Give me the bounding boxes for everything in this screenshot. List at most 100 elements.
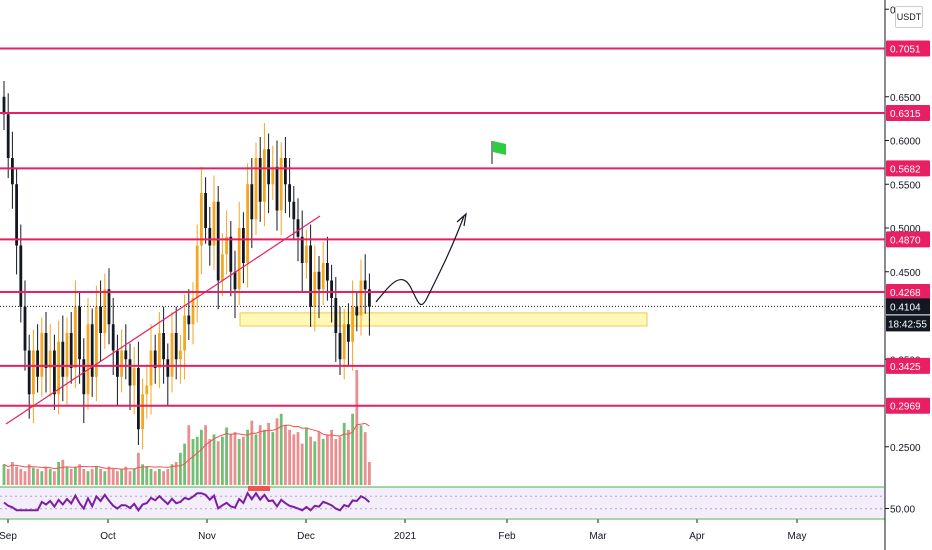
candle[interactable] xyxy=(32,329,35,424)
level-price-tag-label: 0.5682 xyxy=(890,164,921,175)
candle[interactable] xyxy=(44,312,48,393)
candle[interactable] xyxy=(69,312,73,384)
volume-ma-line xyxy=(3,422,370,470)
candle[interactable] xyxy=(279,142,283,235)
candle[interactable] xyxy=(292,186,296,240)
candle-body xyxy=(44,333,48,368)
candle[interactable] xyxy=(342,308,346,380)
volume-bar xyxy=(23,471,27,485)
candle[interactable] xyxy=(221,233,224,297)
candle[interactable] xyxy=(284,137,287,214)
candle[interactable] xyxy=(368,273,371,336)
candle[interactable] xyxy=(179,334,182,384)
candle[interactable] xyxy=(204,177,207,244)
candle[interactable] xyxy=(195,224,199,323)
candle[interactable] xyxy=(229,221,233,297)
candle[interactable] xyxy=(53,334,56,410)
candle[interactable] xyxy=(216,186,220,310)
candle[interactable] xyxy=(200,166,203,275)
candle[interactable] xyxy=(271,145,275,200)
candle[interactable] xyxy=(212,175,216,271)
candle[interactable] xyxy=(267,133,270,214)
candle[interactable] xyxy=(305,229,308,279)
candle[interactable] xyxy=(351,280,354,371)
support-zone[interactable] xyxy=(239,312,648,327)
candle[interactable] xyxy=(111,298,115,375)
trendline-drawing[interactable] xyxy=(5,215,321,425)
candle[interactable] xyxy=(124,324,128,380)
candle[interactable] xyxy=(263,123,266,227)
candle[interactable] xyxy=(86,298,90,410)
candle[interactable] xyxy=(359,259,363,336)
candle[interactable] xyxy=(237,201,241,305)
candle[interactable] xyxy=(48,324,52,397)
candle[interactable] xyxy=(254,142,258,235)
candle[interactable] xyxy=(15,168,18,275)
candle[interactable] xyxy=(317,256,321,319)
candle[interactable] xyxy=(313,245,317,332)
candle[interactable] xyxy=(82,338,86,424)
flag-marker[interactable] xyxy=(491,141,506,164)
candle[interactable] xyxy=(36,324,39,393)
candle[interactable] xyxy=(242,212,245,284)
candle[interactable] xyxy=(116,334,119,406)
projection-arrow-drawing[interactable] xyxy=(375,215,465,305)
candle[interactable] xyxy=(309,224,312,327)
candle[interactable] xyxy=(141,378,144,450)
candle[interactable] xyxy=(103,273,107,349)
candle[interactable] xyxy=(95,285,98,402)
candle[interactable] xyxy=(78,291,81,384)
candle[interactable] xyxy=(326,236,329,301)
candle[interactable] xyxy=(208,207,212,266)
candle[interactable] xyxy=(225,210,228,275)
candle[interactable] xyxy=(250,158,254,249)
candle[interactable] xyxy=(258,137,262,222)
candle[interactable] xyxy=(246,163,249,288)
candles[interactable] xyxy=(2,81,371,450)
candle[interactable] xyxy=(275,140,279,231)
candle[interactable] xyxy=(330,264,333,323)
candle[interactable] xyxy=(19,224,23,323)
candle[interactable] xyxy=(137,341,140,445)
candle[interactable] xyxy=(300,210,304,292)
quote-unit-label[interactable]: USDT xyxy=(895,6,923,28)
candle[interactable] xyxy=(74,280,77,389)
candle[interactable] xyxy=(158,312,161,389)
candle[interactable] xyxy=(153,334,157,384)
candle[interactable] xyxy=(65,317,69,406)
candle[interactable] xyxy=(363,254,367,314)
candle[interactable] xyxy=(11,131,14,209)
candle[interactable] xyxy=(120,329,123,393)
candle[interactable] xyxy=(347,303,350,367)
candle[interactable] xyxy=(145,364,149,419)
candle[interactable] xyxy=(90,308,94,397)
candle[interactable] xyxy=(57,320,60,415)
candle-body xyxy=(149,350,153,386)
time-axis[interactable]: Sep Oct Nov Dec 2021 Feb Mar Apr May xyxy=(0,519,806,542)
candle[interactable] xyxy=(166,343,170,406)
candle[interactable] xyxy=(99,280,102,362)
candle[interactable] xyxy=(6,93,10,179)
candle[interactable] xyxy=(170,312,174,393)
rsi-line xyxy=(3,491,371,513)
volume-bar xyxy=(300,443,304,485)
candle[interactable] xyxy=(23,280,27,371)
candle[interactable] xyxy=(174,306,178,380)
candle[interactable] xyxy=(187,289,191,340)
candle[interactable] xyxy=(338,306,342,375)
price-tick-label: 0.2500 xyxy=(890,443,921,454)
volume-bar xyxy=(99,468,102,485)
candle-body xyxy=(32,350,35,395)
candle[interactable] xyxy=(149,324,153,415)
candle[interactable] xyxy=(40,317,44,397)
candle[interactable] xyxy=(296,198,300,262)
price-tick-label: 0.5500 xyxy=(890,180,921,191)
candle[interactable] xyxy=(321,242,325,305)
horizontal-levels[interactable]: 0.7051 0.6315 0.5682 0.4870 0.4268 0.3425 0.29… xyxy=(0,40,930,414)
volume-bar xyxy=(271,432,275,485)
candle[interactable] xyxy=(2,81,6,130)
candle[interactable] xyxy=(132,347,136,415)
candle[interactable] xyxy=(128,343,132,411)
candle[interactable] xyxy=(355,291,359,332)
